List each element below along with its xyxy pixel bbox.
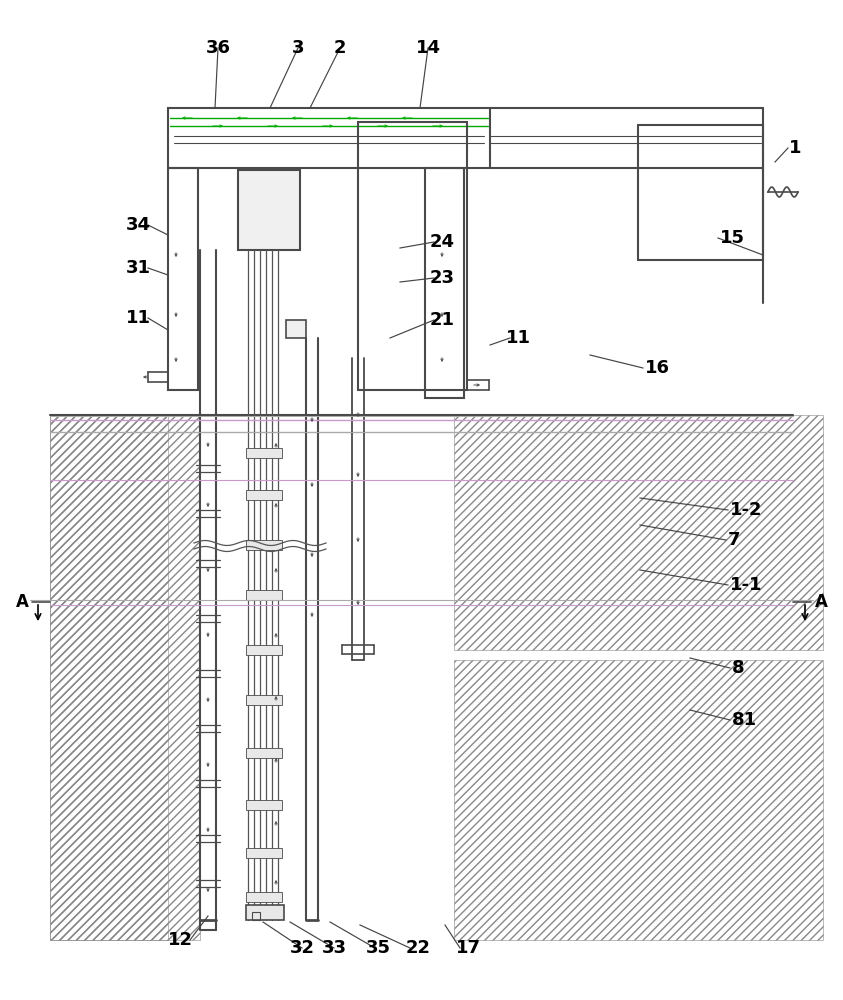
Bar <box>246 748 282 758</box>
Text: 11: 11 <box>506 329 530 347</box>
Text: 22: 22 <box>405 939 431 957</box>
Bar <box>168 108 490 168</box>
Bar <box>454 660 823 940</box>
Text: 31: 31 <box>126 259 151 277</box>
Bar <box>286 320 306 338</box>
Text: 23: 23 <box>429 269 454 287</box>
Text: 81: 81 <box>732 711 757 729</box>
Bar <box>246 892 282 902</box>
Text: 17: 17 <box>455 939 481 957</box>
Text: 1-1: 1-1 <box>730 576 763 594</box>
Bar <box>50 415 200 940</box>
Text: 34: 34 <box>126 216 151 234</box>
Text: 36: 36 <box>206 39 230 57</box>
Text: 14: 14 <box>416 39 441 57</box>
Bar <box>246 800 282 810</box>
Bar <box>246 590 282 600</box>
Text: A: A <box>814 593 828 611</box>
Bar <box>425 168 464 398</box>
Bar <box>246 645 282 655</box>
Bar <box>246 695 282 705</box>
Bar <box>246 448 282 458</box>
Text: 12: 12 <box>168 931 192 949</box>
Text: 1: 1 <box>789 139 801 157</box>
Text: 11: 11 <box>126 309 151 327</box>
Bar <box>638 125 763 260</box>
Bar <box>246 490 282 500</box>
Bar <box>238 170 300 250</box>
Text: A: A <box>15 593 29 611</box>
Text: 35: 35 <box>366 939 390 957</box>
Text: 16: 16 <box>645 359 670 377</box>
Bar <box>246 848 282 858</box>
Bar <box>246 905 284 920</box>
Bar <box>168 168 198 390</box>
Text: 24: 24 <box>429 233 454 251</box>
Text: 3: 3 <box>292 39 304 57</box>
Bar <box>50 415 168 940</box>
Bar <box>358 122 467 390</box>
Text: 33: 33 <box>321 939 346 957</box>
Bar <box>246 540 282 550</box>
Text: 32: 32 <box>289 939 314 957</box>
Text: 8: 8 <box>732 659 744 677</box>
Text: 7: 7 <box>728 531 740 549</box>
Text: 15: 15 <box>720 229 745 247</box>
Text: 21: 21 <box>429 311 454 329</box>
Text: 1-2: 1-2 <box>730 501 763 519</box>
Text: 2: 2 <box>334 39 346 57</box>
Bar <box>252 912 260 920</box>
Bar <box>454 415 823 650</box>
